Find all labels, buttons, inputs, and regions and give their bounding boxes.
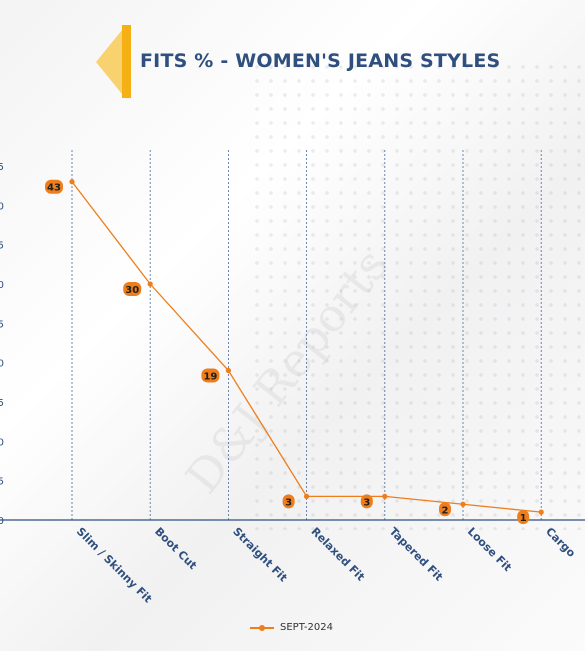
y-tick-label: 45 [0, 162, 4, 173]
data-label-badge [360, 494, 373, 509]
data-point [382, 493, 388, 499]
data-label: 1 [520, 513, 527, 524]
y-tick-label: 35 [0, 241, 4, 252]
data-point [460, 501, 466, 507]
chart-title: FITS % - WOMEN'S JEANS STYLES [140, 50, 501, 72]
data-point [538, 509, 544, 515]
x-tick-label: Straight Fit [230, 525, 289, 584]
y-tick-label: 0 [0, 516, 4, 527]
x-tick-label: Boot Cut [152, 525, 199, 572]
title-chevron-icon [96, 30, 122, 94]
y-tick-label: 30 [0, 280, 4, 291]
x-tick-label: Tapered Fit [387, 525, 446, 584]
data-point [304, 493, 310, 499]
data-label: 43 [47, 183, 61, 194]
background-dot-pattern [250, 60, 585, 530]
data-label: 19 [203, 372, 217, 383]
y-tick-label: 15 [0, 398, 4, 409]
data-point [147, 281, 153, 287]
legend-label: SEPT-2024 [280, 622, 333, 633]
x-tick-label: Relaxed Fit [308, 525, 367, 584]
data-label-badge [201, 368, 220, 383]
data-label-badge [282, 494, 295, 509]
x-tick-label: Slim / Skinny Fit [74, 525, 154, 605]
data-label: 2 [442, 505, 449, 516]
data-point [69, 179, 75, 185]
data-label: 30 [125, 285, 139, 296]
data-label: 3 [285, 497, 292, 508]
data-label-badge [123, 282, 142, 296]
title-accent-bar [122, 25, 131, 98]
data-label-badge [439, 502, 451, 517]
x-tick-label: Loose Fit [465, 525, 514, 574]
data-point [225, 367, 231, 374]
data-label: 3 [363, 497, 370, 508]
y-tick-label: 40 [0, 201, 4, 212]
y-tick-label: 20 [0, 359, 4, 370]
legend-marker-icon [250, 623, 274, 633]
y-tick-label: 5 [0, 477, 4, 488]
data-label-badge [45, 179, 63, 194]
y-tick-label: 10 [0, 437, 4, 448]
x-tick-label: Cargo [543, 525, 578, 560]
legend[interactable]: SEPT-2024 [250, 622, 333, 633]
data-label-badge [517, 510, 530, 525]
y-tick-label: 25 [0, 319, 4, 330]
